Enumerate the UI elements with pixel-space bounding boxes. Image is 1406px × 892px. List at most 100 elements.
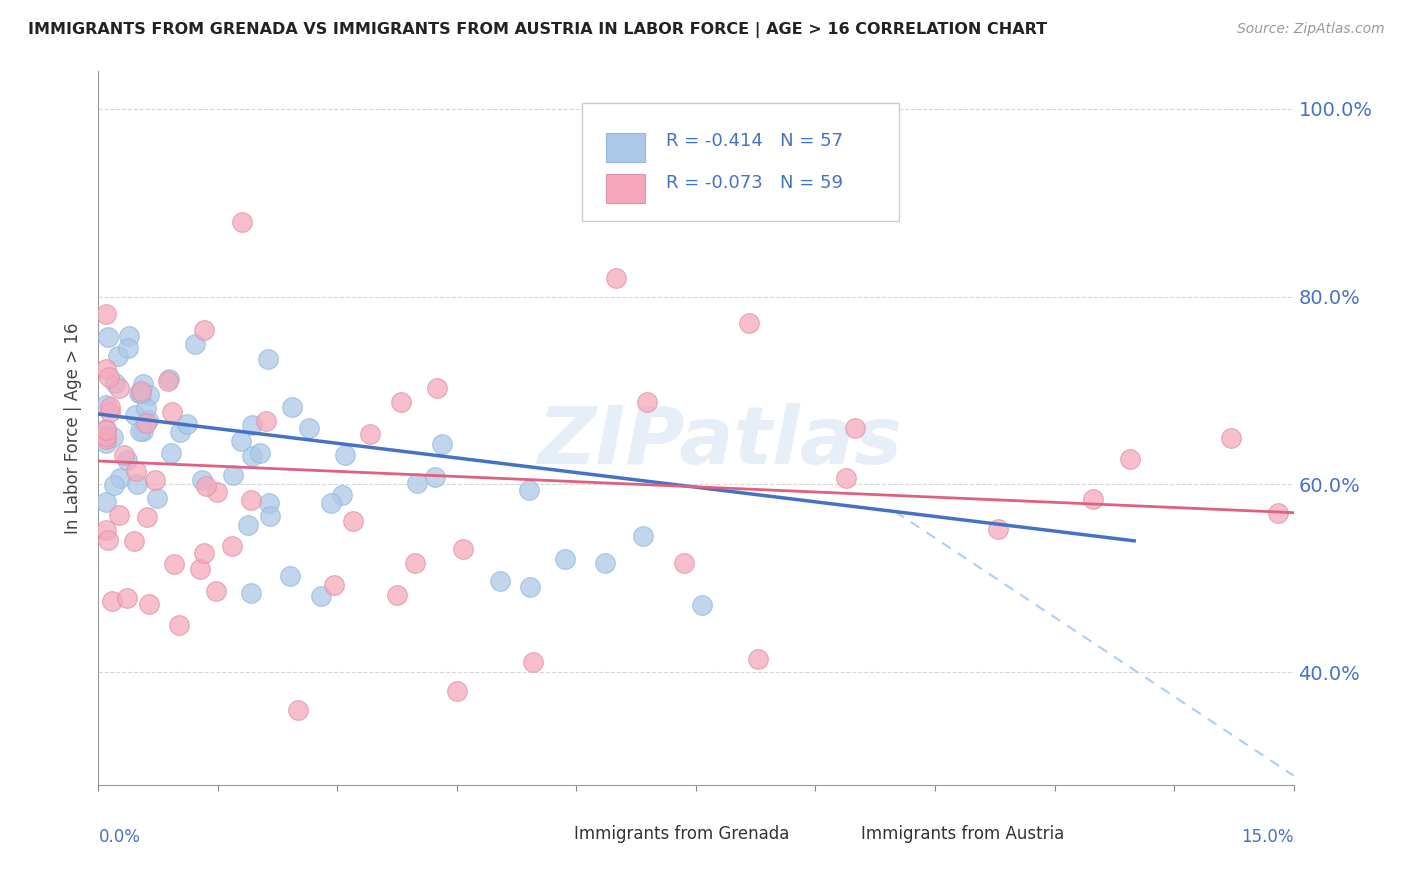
Point (517, 483, 540, 497)
Point (117, 452, 139, 467)
Point (115, 591, 138, 606)
Point (98, 400, 121, 414)
Point (257, 352, 280, 367)
Point (222, 468, 245, 483)
Point (96, 361, 118, 376)
Point (96, 432, 118, 446)
Point (488, 574, 510, 588)
FancyBboxPatch shape (606, 174, 644, 202)
Point (672, 556, 695, 570)
Point (322, 578, 344, 592)
Text: Source: ZipAtlas.com: Source: ZipAtlas.com (1237, 22, 1385, 37)
Point (97, 369, 120, 384)
Point (108, 508, 131, 522)
Point (519, 580, 541, 594)
Point (136, 412, 159, 426)
Point (231, 214, 253, 228)
Point (389, 395, 412, 409)
Point (1119, 452, 1142, 467)
Point (135, 510, 157, 524)
Point (117, 341, 139, 355)
Point (204, 584, 226, 599)
Point (108, 381, 131, 395)
Point (96, 523, 118, 537)
Point (108, 471, 131, 485)
Point (128, 424, 150, 438)
Point (128, 386, 150, 401)
Point (124, 408, 146, 422)
Point (249, 446, 271, 460)
Point (112, 448, 135, 462)
Point (238, 517, 260, 532)
Point (138, 388, 160, 402)
Point (321, 496, 343, 510)
Point (103, 478, 125, 492)
Point (987, 522, 1010, 536)
Point (406, 475, 429, 490)
Point (229, 434, 252, 448)
Point (278, 568, 301, 582)
Point (160, 404, 183, 418)
Point (118, 328, 141, 343)
Point (240, 417, 263, 432)
Point (96, 429, 118, 443)
Point (129, 384, 152, 398)
Point (96, 307, 118, 321)
Point (98, 405, 121, 419)
Point (96, 398, 118, 412)
Point (240, 449, 263, 463)
FancyBboxPatch shape (813, 818, 853, 851)
Point (330, 488, 353, 502)
Point (1219, 431, 1241, 445)
Point (104, 376, 127, 391)
Text: 15.0%: 15.0% (1241, 828, 1294, 846)
Point (143, 474, 166, 488)
Point (96, 330, 118, 344)
Point (138, 597, 160, 611)
Point (169, 425, 191, 439)
Point (194, 479, 217, 493)
Point (176, 417, 198, 431)
Text: Immigrants from Austria: Immigrants from Austria (860, 825, 1064, 843)
Text: IMMIGRANTS FROM GRENADA VS IMMIGRANTS FROM AUSTRIA IN LABOR FORCE | AGE > 16 COR: IMMIGRANTS FROM GRENADA VS IMMIGRANTS FR… (28, 22, 1047, 38)
Point (131, 385, 153, 400)
Point (135, 416, 157, 430)
Point (747, 652, 769, 666)
Text: R = -0.073   N = 59: R = -0.073 N = 59 (666, 174, 844, 192)
Point (835, 471, 858, 485)
Point (844, 421, 866, 435)
Point (281, 400, 304, 414)
Point (240, 586, 263, 600)
Point (163, 557, 186, 571)
Point (359, 427, 381, 442)
Point (124, 464, 146, 478)
Point (446, 684, 468, 698)
Point (169, 618, 191, 632)
Point (298, 420, 321, 434)
Point (125, 476, 148, 491)
Point (101, 430, 124, 444)
Point (207, 484, 229, 499)
Point (184, 336, 207, 351)
Point (107, 349, 129, 363)
Point (430, 436, 453, 450)
Point (554, 552, 576, 566)
Point (157, 371, 180, 385)
Point (1081, 491, 1104, 506)
Point (240, 493, 263, 508)
Point (96, 424, 118, 438)
Point (425, 469, 447, 483)
Text: 0.0%: 0.0% (98, 828, 141, 846)
Point (738, 316, 761, 330)
Point (254, 414, 277, 428)
Point (593, 557, 616, 571)
Point (131, 424, 153, 438)
Point (135, 401, 157, 415)
Point (451, 541, 474, 556)
Point (96, 495, 118, 509)
Y-axis label: In Labor Force | Age > 16: In Labor Force | Age > 16 (65, 322, 83, 534)
Point (193, 546, 215, 560)
Point (690, 599, 713, 613)
Point (605, 271, 627, 285)
Point (97, 533, 120, 547)
